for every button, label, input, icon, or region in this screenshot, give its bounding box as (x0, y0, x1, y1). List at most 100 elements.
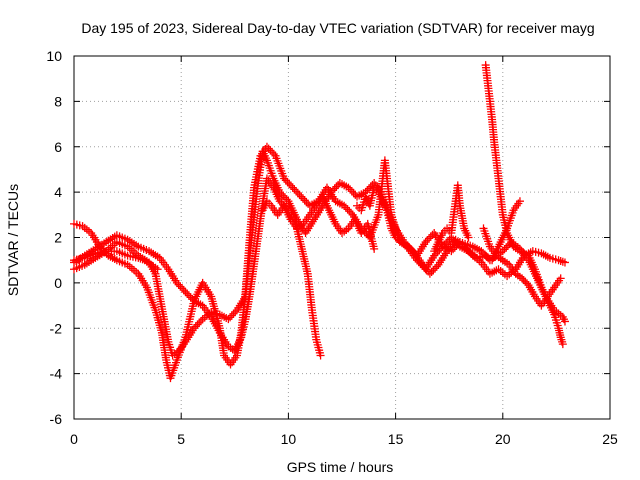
data-point (191, 322, 200, 331)
x-tick-label: 5 (177, 431, 185, 447)
data-point (172, 278, 181, 287)
data-point (344, 183, 353, 192)
y-tick-label: 0 (54, 275, 62, 291)
data-point (176, 282, 185, 291)
x-tick-label: 20 (495, 431, 511, 447)
data-point (429, 266, 438, 275)
grid-lines (74, 56, 610, 419)
data-point (452, 241, 461, 250)
data-point (503, 241, 512, 250)
data-point (560, 317, 569, 326)
data-point (454, 239, 463, 248)
series-track-i (70, 247, 162, 274)
data-point (332, 182, 341, 191)
data-point (292, 187, 301, 196)
x-tick-label: 15 (388, 431, 404, 447)
chart-title: Day 195 of 2023, Sidereal Day-to-day VTE… (81, 20, 594, 36)
data-point (132, 267, 141, 276)
y-tick-label: 4 (54, 184, 62, 200)
data-point (416, 259, 425, 268)
data-point (174, 280, 183, 289)
data-point (282, 195, 291, 204)
data-point (275, 197, 284, 206)
data-point (449, 235, 458, 244)
data-point (231, 307, 240, 316)
data-point (427, 267, 436, 276)
data-point (190, 324, 199, 333)
y-axis-ticks: -6 -4 -2 0 2 4 6 8 10 (46, 48, 610, 427)
y-tick-label: 10 (46, 48, 62, 64)
data-point (179, 286, 188, 295)
data-point (302, 198, 311, 207)
data-point (290, 185, 299, 194)
data-point (464, 233, 473, 242)
data-point (280, 174, 289, 183)
data-point (345, 207, 354, 216)
data-point (279, 191, 288, 200)
data-point (153, 265, 162, 274)
series-track-f (479, 224, 565, 310)
data-point (130, 248, 139, 257)
data-point (266, 146, 275, 155)
data-point (268, 148, 277, 157)
data-point (108, 241, 117, 250)
data-point (450, 243, 459, 252)
series-track-g (258, 192, 379, 253)
series-track-c (70, 142, 524, 383)
data-point (500, 245, 509, 254)
data-point (178, 284, 187, 293)
data-point (288, 183, 297, 192)
data-point (283, 178, 292, 187)
data-point (413, 256, 422, 265)
y-tick-label: 8 (54, 93, 62, 109)
data-point (449, 245, 458, 254)
data-point (498, 247, 507, 256)
data-point (347, 208, 356, 217)
y-tick-label: 6 (54, 139, 62, 155)
data-point (442, 238, 451, 247)
data-point (447, 247, 456, 256)
y-tick-label: -2 (50, 320, 63, 336)
data-point (130, 266, 139, 275)
data-point (431, 264, 440, 273)
data-point (418, 261, 427, 270)
x-axis-ticks: 0 5 10 15 20 25 (70, 56, 618, 447)
data-point (370, 244, 379, 253)
data-point (365, 184, 374, 193)
x-axis-label: GPS time / hours (287, 459, 394, 475)
data-point (558, 257, 567, 266)
data-point (224, 315, 233, 324)
data-point (556, 274, 565, 283)
data-point (515, 197, 524, 206)
data-point (425, 269, 434, 278)
data-point (95, 242, 104, 251)
data-point (295, 190, 304, 199)
data-point (558, 340, 567, 349)
data-point (281, 176, 290, 185)
data-point (269, 150, 278, 159)
data-point (298, 194, 307, 203)
data-point (477, 247, 486, 256)
data-point (285, 179, 294, 188)
y-axis-label: SDTVAR / TECUs (5, 184, 21, 296)
y-tick-label: 2 (54, 230, 62, 246)
y-tick-label: -6 (50, 411, 63, 427)
data-point (196, 316, 205, 325)
data-point (502, 243, 511, 252)
data-point (280, 193, 289, 202)
x-tick-label: 25 (602, 431, 618, 447)
data-point (425, 234, 434, 243)
data-point (343, 205, 352, 214)
data-point (349, 189, 358, 198)
data-point (293, 189, 302, 198)
data-point (286, 181, 295, 190)
data-point (300, 196, 309, 205)
data-point (195, 318, 204, 327)
data-point (316, 351, 325, 360)
data-point (482, 252, 491, 261)
x-tick-label: 10 (281, 431, 297, 447)
data-point (226, 313, 235, 322)
data-point (186, 293, 195, 302)
data-point (330, 184, 339, 193)
